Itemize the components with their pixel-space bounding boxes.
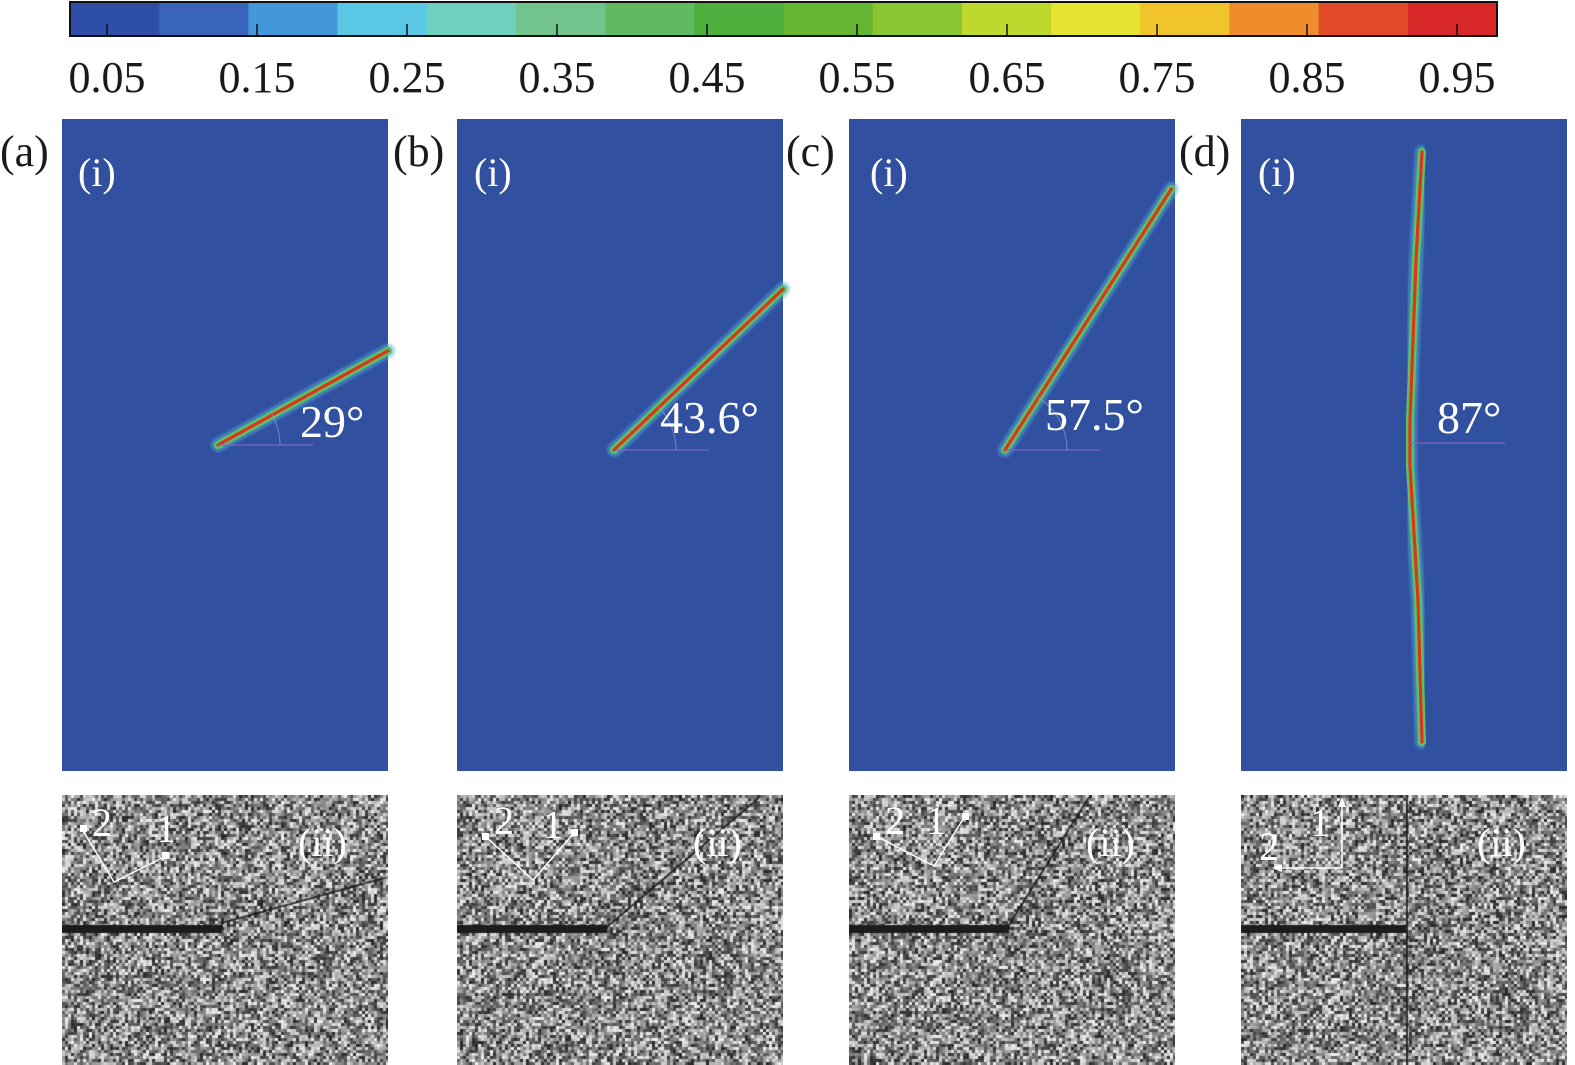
colorbar-tick-labels: 0.05 0.15 0.25 0.35 0.45 0.55 0.65 0.75 … xyxy=(69,53,1496,102)
speckle-image-d xyxy=(1241,795,1567,1065)
panel-letters: (a) (b) (c) (d) xyxy=(0,127,1230,176)
colorbar-tick-marks xyxy=(106,24,1458,36)
colorbar-tick-label: 0.95 xyxy=(1419,53,1496,102)
colorbar-tick-label: 0.35 xyxy=(519,53,596,102)
speckle-image-a xyxy=(62,795,388,1065)
panel-letter-b: (b) xyxy=(393,127,444,176)
colorbar-cell xyxy=(1318,2,1409,36)
colorbar: 0.05 0.15 0.25 0.35 0.45 0.55 0.65 0.75 … xyxy=(69,1,1498,102)
crack-d xyxy=(1403,145,1505,749)
colorbar-cell xyxy=(337,2,428,36)
colorbar-cell xyxy=(694,2,785,36)
crack-core xyxy=(216,349,390,447)
crack-c xyxy=(998,182,1179,457)
panel-letter-d: (d) xyxy=(1179,127,1230,176)
sub-label-i-b: (i) xyxy=(474,150,512,195)
angle-label-b: 43.6° xyxy=(660,392,759,443)
colorbar-cell xyxy=(70,2,160,36)
colorbar-cells xyxy=(70,2,1498,36)
colorbar-cell xyxy=(1407,2,1498,36)
panel-letter-a: (a) xyxy=(0,127,49,176)
crack-a xyxy=(211,343,395,452)
colorbar-frame xyxy=(69,1,1498,37)
colorbar-cell xyxy=(159,2,249,36)
crack-core xyxy=(1003,187,1173,452)
colorbar-tick-label: 0.75 xyxy=(1119,53,1196,102)
angle-arc xyxy=(658,406,677,451)
colorbar-tick-label: 0.55 xyxy=(819,53,896,102)
colorbar-tick-label: 0.45 xyxy=(669,53,746,102)
colorbar-tick-label: 0.05 xyxy=(69,53,146,102)
sub-labels-top: (i) (i) (i) (i) xyxy=(78,150,1296,195)
colorbar-cell xyxy=(1140,2,1231,36)
angle-annotations: 29° 43.6° 57.5° 87° xyxy=(300,389,1501,447)
angle-arc xyxy=(1038,397,1068,451)
panel-letter-c: (c) xyxy=(786,127,835,176)
angle-arc xyxy=(271,414,281,446)
crack-b xyxy=(607,282,790,457)
damage-cracks xyxy=(211,145,1505,749)
colorbar-cell xyxy=(1051,2,1141,36)
angle-label-a: 29° xyxy=(300,396,364,447)
colorbar-tick-label: 0.25 xyxy=(369,53,446,102)
sub-label-i-a: (i) xyxy=(78,150,116,195)
colorbar-cell xyxy=(605,2,695,36)
angle-label-d: 87° xyxy=(1437,392,1501,443)
sub-label-i-d: (i) xyxy=(1258,150,1296,195)
colorbar-cell xyxy=(248,2,339,36)
colorbar-tick-label: 0.85 xyxy=(1269,53,1346,102)
colorbar-cell xyxy=(426,2,517,36)
crack-core xyxy=(612,287,785,452)
sub-label-i-c: (i) xyxy=(870,150,908,195)
colorbar-tick-label: 0.65 xyxy=(969,53,1046,102)
speckle-image-c xyxy=(849,795,1175,1065)
colorbar-cell xyxy=(515,2,606,36)
angle-label-c: 57.5° xyxy=(1045,389,1144,440)
colorbar-tick-label: 0.15 xyxy=(219,53,296,102)
speckle-image-b xyxy=(457,795,783,1065)
colorbar-cell xyxy=(1229,2,1320,36)
colorbar-cell xyxy=(872,2,963,36)
colorbar-cell xyxy=(783,2,874,36)
